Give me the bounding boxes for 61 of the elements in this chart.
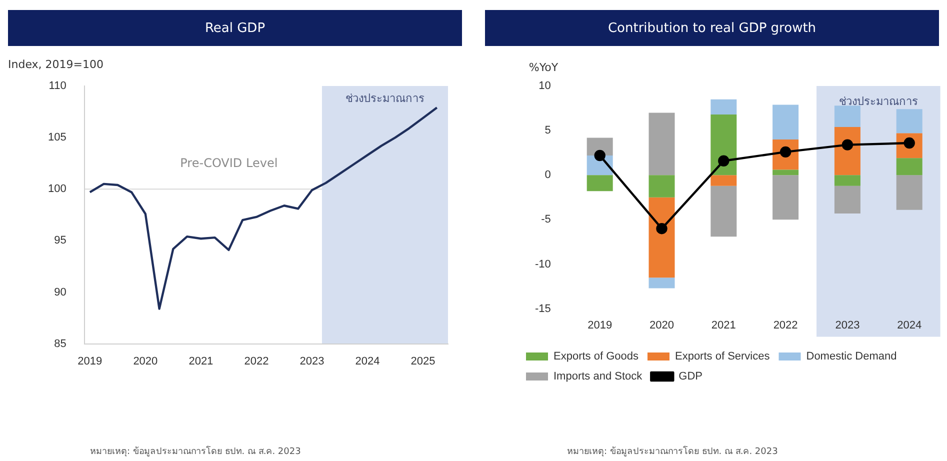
legend-label: Exports of Goods bbox=[554, 350, 639, 363]
x-tick-label: 2024 bbox=[897, 319, 922, 332]
x-tick-label: 2025 bbox=[410, 355, 436, 368]
y-tick-label: 100 bbox=[48, 183, 66, 196]
bar bbox=[648, 112, 675, 176]
bar bbox=[896, 175, 922, 210]
point bbox=[656, 222, 668, 234]
bar bbox=[586, 175, 613, 192]
bar bbox=[710, 114, 737, 176]
bar bbox=[648, 197, 675, 278]
chart-title: Real GDP bbox=[8, 10, 462, 46]
x-tick-label: 2021 bbox=[711, 319, 736, 332]
y-axis-title: Index, 2019=100 bbox=[8, 58, 104, 71]
bar bbox=[834, 106, 860, 127]
legend-label: Domestic Demand bbox=[806, 350, 897, 363]
bar bbox=[772, 170, 799, 176]
bar bbox=[710, 186, 737, 237]
bar bbox=[710, 99, 737, 115]
y-tick-label: -10 bbox=[534, 258, 551, 270]
bar bbox=[772, 175, 799, 220]
y-tick-label: 90 bbox=[54, 286, 66, 298]
bar bbox=[648, 175, 675, 198]
bar bbox=[834, 186, 860, 214]
legend-label: Imports and Stock bbox=[554, 370, 643, 383]
bar bbox=[772, 104, 799, 140]
bar bbox=[648, 278, 675, 288]
x-tick-label: 2024 bbox=[355, 355, 380, 368]
y-tick-label: -15 bbox=[534, 302, 551, 315]
y-axis-title: %YoY bbox=[528, 60, 558, 74]
y-tick-label: 0 bbox=[544, 169, 551, 182]
band-label: ช่วงประมาณการ bbox=[838, 94, 918, 108]
bar bbox=[710, 175, 737, 186]
x-tick-label: 2020 bbox=[133, 355, 158, 368]
y-tick-label: 10 bbox=[538, 80, 551, 92]
x-tick-label: 2020 bbox=[650, 319, 674, 332]
point bbox=[594, 150, 606, 162]
y-tick-label: 95 bbox=[54, 234, 66, 247]
text: หมายเหตุ: ข้อมูลประมาณการโดย ธปท. ณ ส.ค. 2023 bbox=[90, 444, 301, 458]
legend-label: GDP bbox=[678, 370, 702, 383]
x-tick-label: 2022 bbox=[773, 319, 798, 332]
bar bbox=[896, 109, 922, 134]
x-tick-label: 2021 bbox=[188, 355, 214, 368]
y-tick-label: 5 bbox=[544, 124, 551, 137]
y-tick-label: -5 bbox=[541, 214, 551, 226]
y-tick-label: 105 bbox=[48, 132, 66, 144]
text: หมายเหตุ: ข้อมูลประมาณการโดย ธปท. ณ ส.ค. 2023 bbox=[567, 444, 778, 458]
bar bbox=[896, 158, 922, 176]
x-tick-label: 2022 bbox=[244, 355, 269, 368]
ref-line-label: Pre-COVID Level bbox=[180, 156, 278, 170]
chart-title: Contribution to real GDP growth bbox=[485, 10, 939, 46]
y-tick-label: 85 bbox=[54, 338, 66, 350]
x-tick-label: 2019 bbox=[78, 355, 102, 368]
band-label: ช่วงประมาณการ bbox=[345, 92, 424, 105]
x-tick-label: 2023 bbox=[835, 319, 860, 332]
x-tick-label: 2023 bbox=[300, 355, 324, 368]
point bbox=[842, 139, 854, 150]
x-tick-label: 2019 bbox=[588, 319, 612, 332]
legend-label: Exports of Services bbox=[674, 350, 770, 363]
point bbox=[718, 155, 730, 166]
y-tick-label: 110 bbox=[48, 80, 66, 92]
bar bbox=[834, 175, 860, 186]
